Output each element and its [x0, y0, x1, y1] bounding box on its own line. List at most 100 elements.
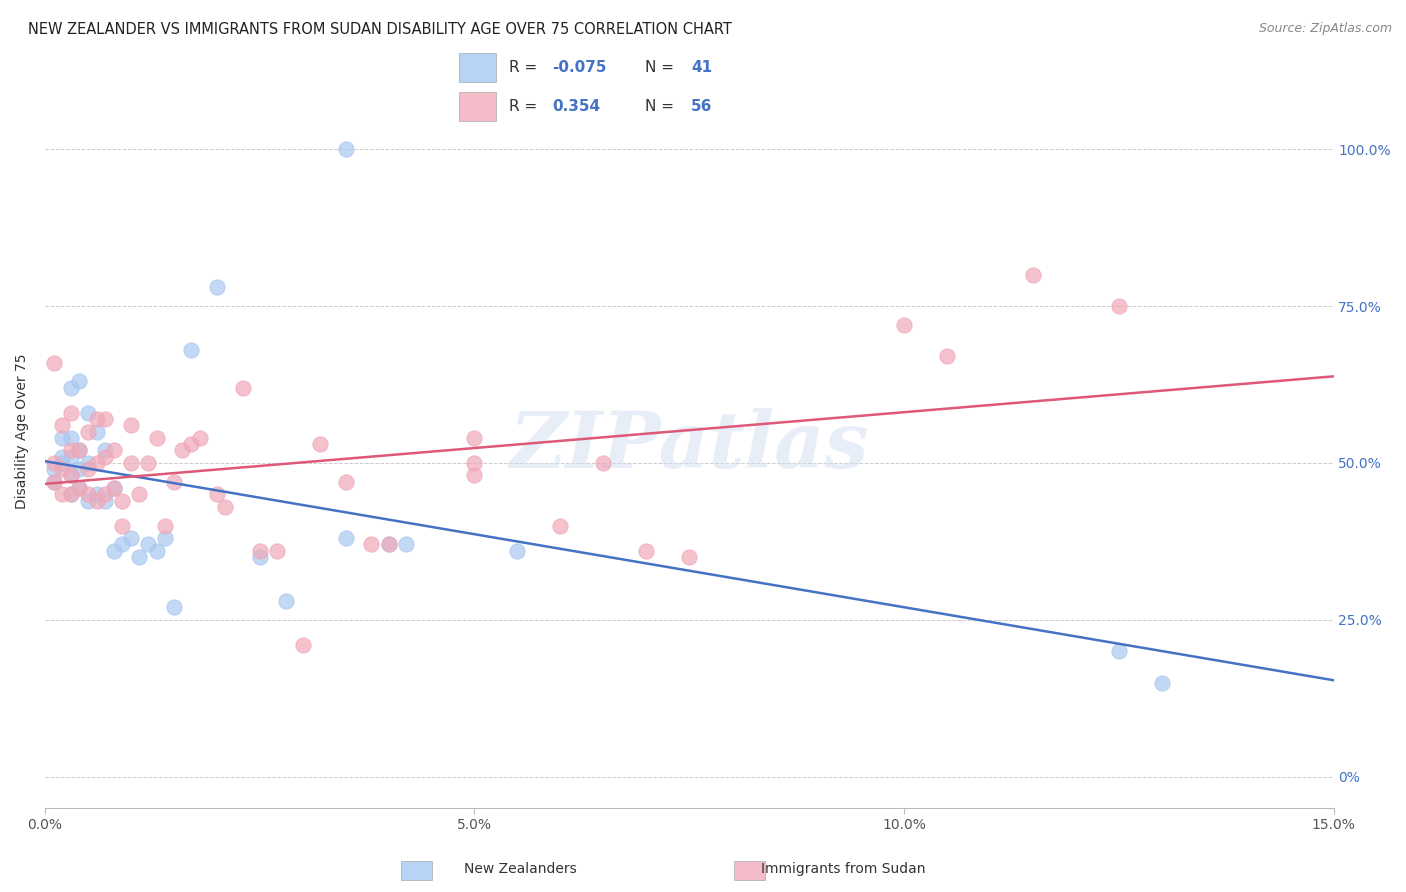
Point: [163, 600, 186, 615]
Point: [77, 493, 100, 508]
Point: [232, 381, 254, 395]
Point: [67, 443, 90, 458]
Point: [67, 375, 90, 389]
Point: [42, 475, 65, 489]
Point: [335, 142, 357, 156]
Point: [42, 475, 65, 489]
Point: [463, 456, 485, 470]
Point: [59, 450, 82, 464]
Text: N =: N =: [645, 99, 679, 114]
Text: 0.354: 0.354: [553, 99, 600, 114]
Point: [77, 425, 100, 439]
Point: [377, 537, 399, 551]
Point: [893, 318, 915, 332]
Point: [94, 493, 117, 508]
Point: [506, 543, 529, 558]
Point: [592, 456, 614, 470]
Point: [111, 537, 134, 551]
Point: [77, 462, 100, 476]
Text: R =: R =: [509, 99, 541, 114]
Text: -0.075: -0.075: [553, 60, 606, 75]
Point: [636, 543, 658, 558]
Point: [188, 431, 211, 445]
Point: [145, 431, 167, 445]
Point: [103, 443, 125, 458]
Point: [111, 493, 134, 508]
Point: [308, 437, 330, 451]
Point: [103, 481, 125, 495]
Point: [360, 537, 382, 551]
Text: Source: ZipAtlas.com: Source: ZipAtlas.com: [1258, 22, 1392, 36]
Point: [274, 594, 297, 608]
Point: [51, 418, 73, 433]
Point: [42, 355, 65, 369]
Point: [86, 487, 108, 501]
Point: [77, 487, 100, 501]
Point: [1150, 675, 1173, 690]
Point: [180, 437, 202, 451]
FancyBboxPatch shape: [460, 92, 496, 120]
Y-axis label: Disability Age Over 75: Disability Age Over 75: [15, 354, 30, 509]
Point: [111, 518, 134, 533]
Point: [136, 537, 159, 551]
Text: NEW ZEALANDER VS IMMIGRANTS FROM SUDAN DISABILITY AGE OVER 75 CORRELATION CHART: NEW ZEALANDER VS IMMIGRANTS FROM SUDAN D…: [28, 22, 733, 37]
Point: [67, 443, 90, 458]
Point: [103, 481, 125, 495]
Text: 41: 41: [692, 60, 713, 75]
Text: ZIPatlas: ZIPatlas: [509, 409, 869, 485]
Point: [291, 638, 314, 652]
Point: [678, 549, 700, 564]
Point: [67, 462, 90, 476]
Point: [51, 487, 73, 501]
Point: [936, 349, 959, 363]
Point: [51, 456, 73, 470]
Point: [335, 475, 357, 489]
Point: [94, 412, 117, 426]
Point: [1108, 644, 1130, 658]
Point: [59, 487, 82, 501]
Point: [128, 549, 150, 564]
Text: R =: R =: [509, 60, 541, 75]
Point: [120, 531, 142, 545]
Point: [120, 456, 142, 470]
Point: [51, 431, 73, 445]
Point: [377, 537, 399, 551]
Point: [59, 381, 82, 395]
Point: [395, 537, 418, 551]
Point: [249, 543, 271, 558]
Point: [42, 456, 65, 470]
Point: [550, 518, 572, 533]
Point: [205, 280, 228, 294]
Point: [155, 518, 177, 533]
Point: [128, 487, 150, 501]
Point: [59, 406, 82, 420]
Point: [51, 462, 73, 476]
Point: [463, 468, 485, 483]
Point: [1108, 299, 1130, 313]
Text: N =: N =: [645, 60, 679, 75]
Point: [59, 468, 82, 483]
Point: [86, 493, 108, 508]
Text: Immigrants from Sudan: Immigrants from Sudan: [762, 862, 925, 876]
Point: [59, 431, 82, 445]
Point: [86, 412, 108, 426]
Point: [120, 418, 142, 433]
Point: [77, 456, 100, 470]
Point: [86, 425, 108, 439]
FancyBboxPatch shape: [460, 54, 496, 82]
Point: [59, 487, 82, 501]
Point: [94, 443, 117, 458]
Point: [67, 481, 90, 495]
Point: [335, 531, 357, 545]
Point: [145, 543, 167, 558]
Point: [51, 450, 73, 464]
Point: [249, 549, 271, 564]
Point: [42, 462, 65, 476]
Point: [77, 406, 100, 420]
Text: 56: 56: [692, 99, 713, 114]
Point: [1022, 268, 1045, 282]
Point: [86, 456, 108, 470]
Point: [103, 543, 125, 558]
Point: [94, 450, 117, 464]
Point: [155, 531, 177, 545]
